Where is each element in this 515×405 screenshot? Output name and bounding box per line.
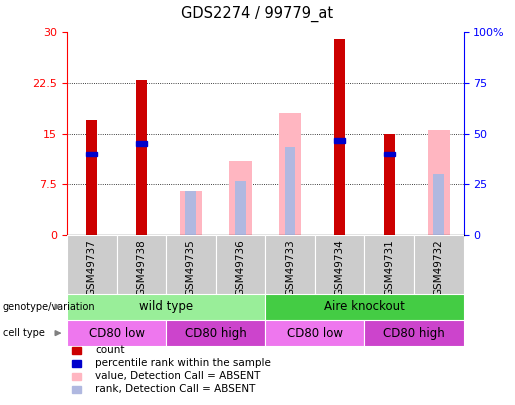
Text: CD80 low: CD80 low: [287, 326, 343, 340]
Bar: [87, 120, 97, 235]
Bar: [185, 191, 196, 235]
Text: GSM49734: GSM49734: [335, 240, 345, 296]
Bar: [285, 147, 296, 235]
Bar: [265, 294, 464, 320]
Bar: [87, 151, 97, 156]
Text: GSM49735: GSM49735: [186, 240, 196, 296]
Text: CD80 low: CD80 low: [89, 326, 145, 340]
Bar: [279, 113, 301, 235]
Text: GDS2274 / 99779_at: GDS2274 / 99779_at: [181, 6, 334, 22]
Bar: [427, 130, 450, 235]
Bar: [265, 320, 365, 346]
Text: Aire knockout: Aire knockout: [324, 300, 405, 313]
Bar: [334, 138, 345, 143]
Bar: [384, 134, 394, 235]
Text: rank, Detection Call = ABSENT: rank, Detection Call = ABSENT: [95, 384, 255, 394]
Bar: [136, 141, 147, 146]
Bar: [229, 161, 252, 235]
Bar: [67, 320, 166, 346]
Bar: [365, 235, 414, 294]
Bar: [315, 235, 365, 294]
Bar: [67, 235, 116, 294]
Text: GSM49733: GSM49733: [285, 240, 295, 296]
Text: cell type: cell type: [3, 328, 44, 338]
Text: wild type: wild type: [139, 300, 193, 313]
Text: CD80 high: CD80 high: [185, 326, 247, 340]
Bar: [433, 174, 444, 235]
Bar: [365, 320, 464, 346]
Bar: [72, 373, 81, 380]
Text: percentile rank within the sample: percentile rank within the sample: [95, 358, 271, 368]
Bar: [235, 181, 246, 235]
Text: CD80 high: CD80 high: [383, 326, 445, 340]
Bar: [72, 386, 81, 393]
Bar: [216, 235, 265, 294]
Bar: [166, 235, 216, 294]
Text: GSM49738: GSM49738: [136, 240, 146, 296]
Text: GSM49731: GSM49731: [384, 240, 394, 296]
Text: GSM49736: GSM49736: [235, 240, 246, 296]
Bar: [180, 191, 202, 235]
Text: count: count: [95, 345, 125, 355]
Bar: [414, 235, 464, 294]
Bar: [136, 80, 147, 235]
Text: genotype/variation: genotype/variation: [3, 302, 95, 312]
Text: GSM49732: GSM49732: [434, 240, 444, 296]
Text: GSM49737: GSM49737: [87, 240, 97, 296]
Bar: [67, 294, 265, 320]
Bar: [265, 235, 315, 294]
Bar: [72, 360, 81, 367]
Bar: [334, 39, 345, 235]
Bar: [72, 347, 81, 354]
Text: value, Detection Call = ABSENT: value, Detection Call = ABSENT: [95, 371, 261, 381]
Bar: [116, 235, 166, 294]
Bar: [166, 320, 265, 346]
Bar: [384, 151, 394, 156]
